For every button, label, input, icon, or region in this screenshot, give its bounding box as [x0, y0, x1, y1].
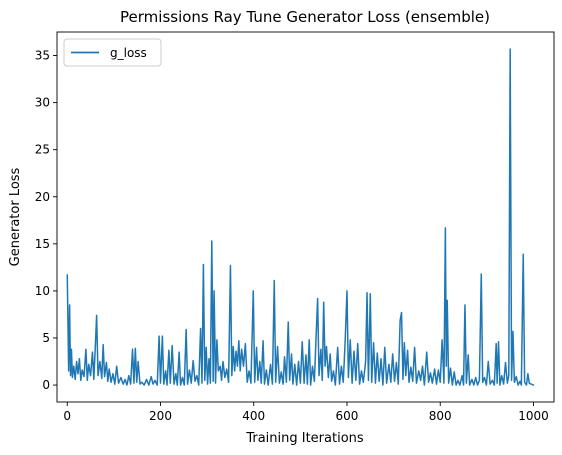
- x-tick-label: 800: [429, 409, 452, 423]
- x-tick-label: 400: [242, 409, 265, 423]
- y-tick-label: 0: [42, 378, 50, 392]
- y-tick-label: 15: [35, 237, 50, 251]
- y-tick-label: 20: [35, 190, 50, 204]
- legend: g_loss: [63, 38, 162, 67]
- x-axis-label: Training Iterations: [245, 431, 364, 446]
- legend-label-g-loss: g_loss: [110, 46, 147, 60]
- y-tick-label: 5: [42, 331, 50, 345]
- x-tick-label: 200: [149, 409, 172, 423]
- y-tick-label: 35: [35, 49, 50, 63]
- legend-box: [63, 38, 162, 67]
- series-line-g-loss: [66, 48, 535, 386]
- y-axis-ticks: 0 5 10 15 20 25 30 35: [35, 49, 57, 392]
- y-tick-label: 25: [35, 143, 50, 157]
- y-tick-label: 30: [35, 96, 50, 110]
- x-axis-ticks: 0 200 400 600 800 1000: [63, 402, 549, 423]
- plot-frame: [56, 31, 555, 403]
- x-tick-label: 1000: [518, 409, 549, 423]
- chart-title: Permissions Ray Tune Generator Loss (ens…: [120, 8, 490, 26]
- x-tick-label: 0: [63, 409, 71, 423]
- x-tick-label: 600: [336, 409, 359, 423]
- y-tick-label: 10: [35, 284, 50, 298]
- plot-area: [66, 48, 535, 386]
- y-axis-label: Generator Loss: [8, 167, 23, 266]
